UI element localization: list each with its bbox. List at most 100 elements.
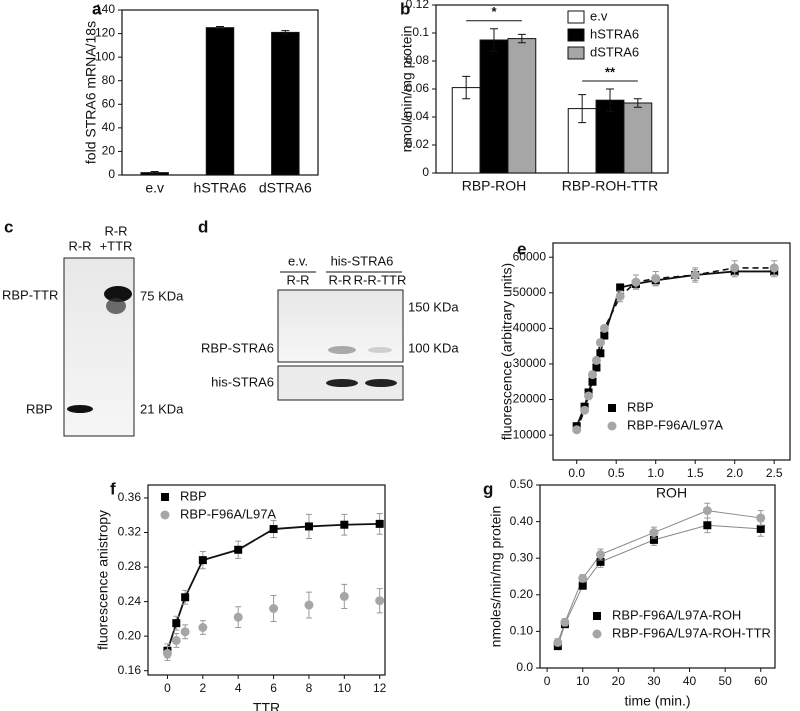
legend-marker	[593, 612, 601, 620]
point	[616, 283, 625, 292]
y-tick-label: 50000	[513, 285, 547, 299]
y-tick-label: 20000	[513, 392, 547, 406]
y-axis-label: fluorescence (arbitrary units)	[499, 263, 515, 440]
legend-label: RBP-F96A/L97A-ROH	[612, 607, 741, 622]
lane-label: R-R	[68, 238, 91, 253]
legend-label: hSTRA6	[590, 26, 639, 41]
error-bar	[150, 170, 159, 175]
point	[180, 627, 190, 637]
band	[104, 286, 132, 302]
y-tick-label: 60	[102, 96, 116, 110]
point	[591, 355, 601, 365]
error-bar	[462, 75, 471, 100]
plot-frame	[147, 484, 386, 676]
point	[572, 425, 582, 435]
legend-marker	[161, 493, 169, 501]
panel-letter: b	[400, 0, 410, 18]
x-axis-label: time (min.)	[624, 693, 690, 709]
point	[631, 277, 641, 287]
point	[172, 619, 181, 628]
legend-marker	[608, 404, 616, 412]
error-bar	[281, 30, 290, 35]
x-tick-label: RBP-ROH-TTR	[562, 178, 658, 194]
y-axis-label: nmoles/min/mg protein	[488, 506, 504, 648]
band-label: his-STRA6	[211, 374, 274, 389]
y-tick-label: 0.08	[406, 53, 430, 67]
y-tick-label: 120	[95, 26, 115, 40]
lane-label: R-R	[286, 272, 309, 287]
x-tick-label: 6	[270, 681, 277, 695]
legend-swatch	[567, 46, 585, 60]
series-line	[575, 267, 775, 431]
y-tick-label: 30000	[513, 356, 547, 370]
point	[181, 593, 190, 602]
legend-label: RBP	[627, 399, 654, 414]
point	[560, 617, 570, 627]
point	[580, 405, 590, 415]
point	[198, 623, 208, 632]
point	[690, 270, 700, 280]
y-tick-label: 0.40	[510, 514, 534, 528]
marker-label: 21 KDa	[140, 401, 184, 416]
y-tick-label: 20	[102, 144, 116, 158]
legend-marker	[592, 629, 602, 639]
error-bar	[490, 28, 498, 52]
bar	[451, 87, 481, 174]
legend-label: dSTRA6	[590, 44, 639, 59]
legend-marker	[160, 510, 170, 520]
point	[339, 591, 349, 601]
panel-letter: c	[4, 217, 13, 236]
y-tick-label: 80	[102, 73, 116, 87]
point	[756, 513, 766, 523]
point	[649, 528, 659, 538]
x-tick-label: dSTRA6	[259, 180, 312, 196]
error-bar	[633, 98, 642, 108]
annotation: **	[605, 64, 616, 79]
plot-frame	[552, 242, 791, 461]
point	[233, 612, 243, 622]
marker-label: 75 KDa	[140, 288, 184, 303]
point	[592, 363, 601, 372]
point	[596, 550, 606, 560]
x-tick-label: 0	[544, 674, 551, 688]
group-label: e.v.	[288, 253, 308, 268]
lane-label: +TTR	[100, 238, 133, 253]
y-tick-label: 0.0	[516, 660, 533, 674]
point	[553, 637, 563, 647]
annotation: *	[491, 4, 497, 19]
y-tick-label: 0	[422, 165, 429, 179]
point	[615, 291, 625, 301]
bar	[507, 38, 537, 174]
point	[162, 648, 172, 658]
x-tick-label: 30	[647, 674, 661, 688]
y-tick-label: 0.32	[118, 525, 142, 539]
x-tick-label: e.v	[145, 180, 164, 196]
plot-frame	[539, 484, 776, 669]
x-tick-label: 1.0	[647, 466, 664, 480]
point	[304, 522, 313, 531]
y-tick-label: 0.28	[118, 559, 142, 573]
y-tick-label: 0.16	[118, 663, 142, 677]
x-axis-label: ROH	[656, 485, 687, 501]
y-tick-label: 0.24	[118, 594, 142, 608]
x-tick-label: 20	[612, 674, 626, 688]
bar	[271, 31, 300, 176]
series-line	[575, 270, 775, 427]
bar	[205, 27, 235, 176]
y-axis-label: fluorescence anistropy	[95, 510, 111, 650]
panel: b 0 0.02 0.04 0.06 0.08 0.1 0.12 nmol/min/mg pro…	[399, 0, 669, 194]
legend-label: RBP-F96A/L97A-ROH-TTR	[612, 625, 771, 640]
legend-label: RBP-F96A/L97A	[180, 506, 276, 521]
panel: g 0.0 0.10 0.20 0.30 0.40 0.50 nmoles/min/mg pr…	[483, 477, 776, 709]
marker-label: 100 KDa	[408, 340, 459, 355]
series-line	[166, 522, 380, 652]
x-tick-label: 10	[338, 681, 352, 695]
band	[365, 379, 397, 387]
point	[596, 557, 605, 566]
point	[730, 263, 740, 273]
x-tick-label: 2	[199, 681, 206, 695]
blot-d: d e.v. his-STRA6 R-R R-R R-R-TTR 150 KDa…	[198, 217, 459, 401]
x-tick-label: 1.5	[687, 466, 704, 480]
panel-letter: g	[483, 479, 493, 498]
x-axis-label: TTR	[253, 700, 280, 711]
